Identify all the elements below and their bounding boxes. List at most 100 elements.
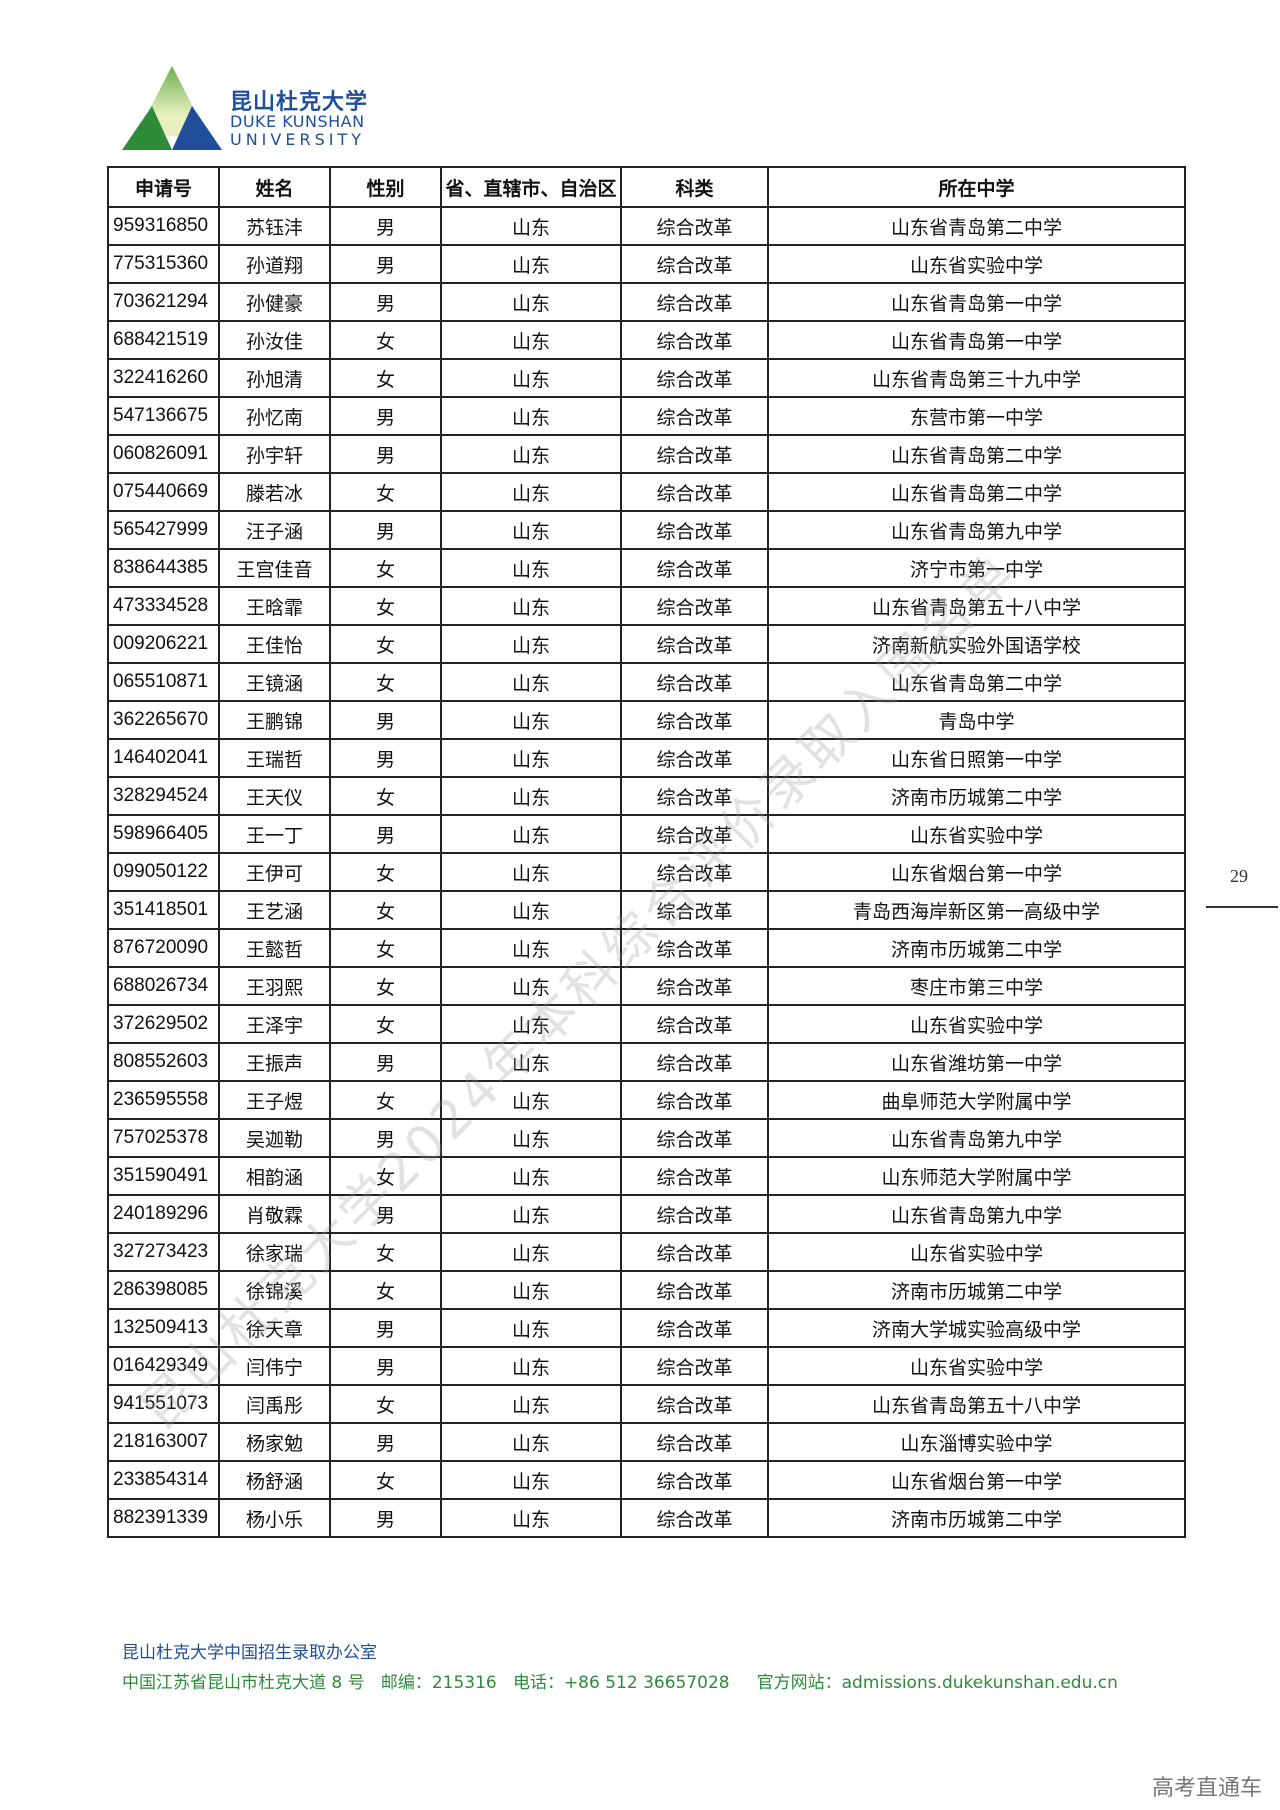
cell-application-id: 547136675 [107, 396, 220, 436]
cell-gender: 女 [329, 472, 442, 512]
cell-province: 山东 [440, 282, 622, 322]
cell-province: 山东 [440, 1498, 622, 1538]
table-row: 838644385 王宫佳音女山东 综合改革 济宁市第一中学 [107, 548, 1186, 588]
cell-name: 孙旭清 [218, 358, 331, 398]
cell-gender: 男 [329, 814, 442, 854]
cell-high-school: 东营市第一中学 [767, 396, 1186, 436]
cell-category: 综合改革 [620, 244, 769, 284]
cell-gender: 男 [329, 738, 442, 778]
cell-gender: 男 [329, 1498, 442, 1538]
cell-application-id: 240189296 [107, 1194, 220, 1234]
table-row: 146402041 王瑞哲男山东 综合改革 山东省日照第一中学 [107, 738, 1186, 778]
cell-application-id: 757025378 [107, 1118, 220, 1158]
cell-gender: 女 [329, 1232, 442, 1272]
cell-province: 山东 [440, 966, 622, 1006]
cell-gender: 男 [329, 1422, 442, 1462]
cell-gender: 男 [329, 700, 442, 740]
brand-watermark: 高考直通车 [1152, 1776, 1263, 1801]
header-application-id: 申请号 [107, 166, 220, 208]
cell-name: 王懿哲 [218, 928, 331, 968]
cell-name: 肖敬霖 [218, 1194, 331, 1234]
cell-name: 闫伟宁 [218, 1346, 331, 1386]
table-row: 351418501 王艺涵女山东 综合改革 青岛西海岸新区第一高级中学 [107, 890, 1186, 930]
cell-gender: 男 [329, 1194, 442, 1234]
cell-province: 山东 [440, 586, 622, 626]
cell-name: 杨小乐 [218, 1498, 331, 1538]
cell-province: 山东 [440, 358, 622, 398]
cell-application-id: 060826091 [107, 434, 220, 474]
cell-high-school: 山东省日照第一中学 [767, 738, 1186, 778]
cell-name: 王瑞哲 [218, 738, 331, 778]
cell-name: 王子煜 [218, 1080, 331, 1120]
footer-contact: 中国江苏省昆山市杜克大道 8 号 邮编：215316 电话：+86 512 36… [122, 1673, 1118, 1693]
cell-category: 综合改革 [620, 1080, 769, 1120]
cell-gender: 女 [329, 1156, 442, 1196]
cell-gender: 男 [329, 510, 442, 550]
cell-province: 山东 [440, 852, 622, 892]
cell-gender: 女 [329, 890, 442, 930]
cell-gender: 女 [329, 662, 442, 702]
cell-category: 综合改革 [620, 586, 769, 626]
cell-name: 王一丁 [218, 814, 331, 854]
cell-province: 山东 [440, 624, 622, 664]
cell-application-id: 351590491 [107, 1156, 220, 1196]
cell-high-school: 济南市历城第二中学 [767, 928, 1186, 968]
cell-gender: 男 [329, 1308, 442, 1348]
cell-province: 山东 [440, 206, 622, 246]
table-row: 775315360 孙道翔男山东 综合改革 山东省实验中学 [107, 244, 1186, 284]
cell-province: 山东 [440, 320, 622, 360]
cell-high-school: 山东省实验中学 [767, 1232, 1186, 1272]
table-row: 233854314 杨舒涵女山东 综合改革 山东省烟台第一中学 [107, 1460, 1186, 1500]
cell-province: 山东 [440, 1460, 622, 1500]
cell-name: 王羽熙 [218, 966, 331, 1006]
table-row: 218163007 杨家勉男山东 综合改革 山东淄博实验中学 [107, 1422, 1186, 1462]
cell-category: 综合改革 [620, 1384, 769, 1424]
table-row: 322416260 孙旭清女山东 综合改革 山东省青岛第三十九中学 [107, 358, 1186, 398]
cell-category: 综合改革 [620, 206, 769, 246]
cell-name: 王佳怡 [218, 624, 331, 664]
mountain-logo-icon [122, 66, 222, 150]
cell-high-school: 山东省实验中学 [767, 1004, 1186, 1044]
cell-province: 山东 [440, 814, 622, 854]
cell-application-id: 703621294 [107, 282, 220, 322]
header-category: 科类 [620, 166, 769, 208]
cell-province: 山东 [440, 738, 622, 778]
cell-category: 综合改革 [620, 700, 769, 740]
header-province: 省、直辖市、自治区 [440, 166, 622, 208]
cell-province: 山东 [440, 1346, 622, 1386]
cell-high-school: 济南市历城第二中学 [767, 1270, 1186, 1310]
cell-application-id: 775315360 [107, 244, 220, 284]
table-row: 808552603 王振声男山东 综合改革 山东省潍坊第一中学 [107, 1042, 1186, 1082]
cell-high-school: 山东省青岛第三十九中学 [767, 358, 1186, 398]
cell-gender: 女 [329, 1270, 442, 1310]
table-row: 240189296 肖敬霖男山东 综合改革 山东省青岛第九中学 [107, 1194, 1186, 1234]
cell-province: 山东 [440, 1042, 622, 1082]
cell-category: 综合改革 [620, 282, 769, 322]
page-number-divider [1206, 906, 1278, 908]
cell-application-id: 236595558 [107, 1080, 220, 1120]
cell-high-school: 山东省实验中学 [767, 814, 1186, 854]
cell-name: 杨舒涵 [218, 1460, 331, 1500]
table-row: 876720090 王懿哲女山东 综合改革 济南市历城第二中学 [107, 928, 1186, 968]
cell-application-id: 233854314 [107, 1460, 220, 1500]
cell-province: 山东 [440, 890, 622, 930]
cell-high-school: 山东省青岛第五十八中学 [767, 586, 1186, 626]
table-row: 547136675 孙忆南男山东 综合改革 东营市第一中学 [107, 396, 1186, 436]
cell-high-school: 山东省潍坊第一中学 [767, 1042, 1186, 1082]
table-row: 372629502 王泽宇女山东 综合改革 山东省实验中学 [107, 1004, 1186, 1044]
table-row: 959316850 苏钰沣男山东 综合改革 山东省青岛第二中学 [107, 206, 1186, 246]
table-row: 009206221 王佳怡女山东 综合改革 济南新航实验外国语学校 [107, 624, 1186, 664]
header-high-school: 所在中学 [767, 166, 1186, 208]
cell-name: 王振声 [218, 1042, 331, 1082]
cell-province: 山东 [440, 510, 622, 550]
cell-province: 山东 [440, 472, 622, 512]
table-row: 132509413 徐天章男山东 综合改革 济南大学城实验高级中学 [107, 1308, 1186, 1348]
cell-high-school: 山东省烟台第一中学 [767, 1460, 1186, 1500]
cell-application-id: 876720090 [107, 928, 220, 968]
cell-category: 综合改革 [620, 1422, 769, 1462]
cell-application-id: 016429349 [107, 1346, 220, 1386]
cell-application-id: 132509413 [107, 1308, 220, 1348]
cell-category: 综合改革 [620, 472, 769, 512]
cell-category: 综合改革 [620, 662, 769, 702]
cell-province: 山东 [440, 244, 622, 284]
